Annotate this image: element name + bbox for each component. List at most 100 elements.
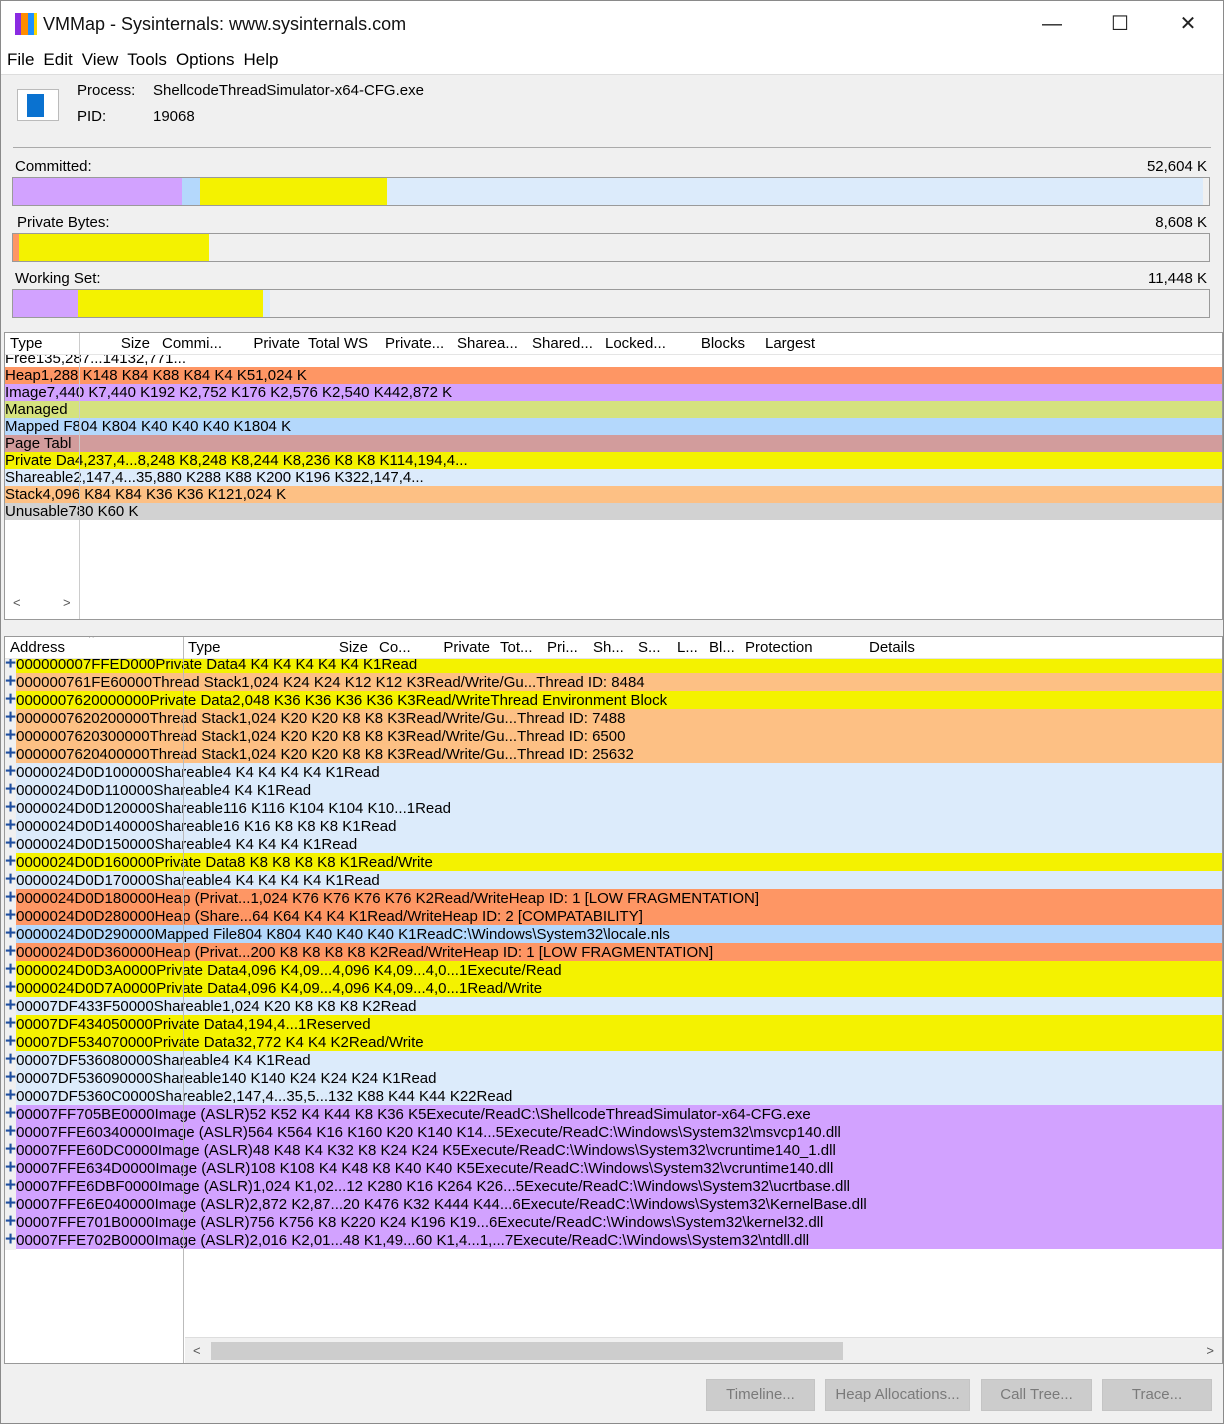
table-row[interactable]: +00007DF534070000Private Data32,772 K4 K…	[5, 637, 1222, 1363]
column-header[interactable]: L...	[677, 639, 698, 656]
expand-plus-icon[interactable]: +	[5, 797, 17, 818]
expand-plus-icon[interactable]: +	[5, 1121, 17, 1142]
table-row[interactable]: +00007DF536090000Shareable140 K140 K24 K…	[5, 637, 1222, 1363]
table-row[interactable]: +000000761FE60000Thread Stack1,024 K24 K…	[5, 637, 1222, 1363]
expand-plus-icon[interactable]: +	[5, 1067, 17, 1088]
expand-plus-icon[interactable]: +	[5, 869, 17, 890]
table-row[interactable]: +0000024D0D360000Heap (Privat...200 K8 K…	[5, 637, 1222, 1363]
scroll-left-icon[interactable]: <	[193, 1343, 201, 1358]
scrollbar-thumb[interactable]	[211, 1342, 843, 1360]
summary-row-stack[interactable]: Stack4,096 K84 K84 K36 K36 K121,024 K	[5, 333, 1222, 619]
expand-plus-icon[interactable]: +	[5, 1211, 17, 1232]
call-tree-button[interactable]: Call Tree...	[981, 1379, 1092, 1411]
trace-button[interactable]: Trace...	[1102, 1379, 1212, 1411]
expand-plus-icon[interactable]: +	[5, 833, 17, 854]
table-row[interactable]: +0000024D0D160000Private Data8 K8 K8 K8 …	[5, 637, 1222, 1363]
table-row[interactable]: +0000024D0D120000Shareable116 K116 K104 …	[5, 637, 1222, 1363]
expand-plus-icon[interactable]: +	[5, 1139, 17, 1160]
summary-row-unusable[interactable]: Unusable780 K60 K	[5, 333, 1222, 619]
expand-plus-icon[interactable]: +	[5, 995, 17, 1016]
expand-plus-icon[interactable]: +	[5, 1049, 17, 1070]
table-row[interactable]: +0000024D0D140000Shareable16 K16 K8 K8 K…	[5, 637, 1222, 1363]
scroll-left-icon[interactable]: <	[13, 595, 21, 610]
column-header[interactable]: Pri...	[547, 639, 578, 656]
maximize-button[interactable]: ☐	[1111, 13, 1129, 35]
table-row[interactable]: +00007DF5360C0000Shareable2,147,4...35,5…	[5, 637, 1222, 1363]
column-header[interactable]: Locked...	[605, 335, 666, 352]
column-header[interactable]: Type	[188, 639, 221, 656]
scroll-right-icon[interactable]: >	[1206, 1343, 1214, 1358]
table-row[interactable]: +0000024D0D170000Shareable4 K4 K4 K4 K4 …	[5, 637, 1222, 1363]
menu-options[interactable]: Options	[175, 50, 235, 69]
table-row[interactable]: +00007FFE702B0000Image (ASLR)2,016 K2,01…	[5, 637, 1222, 1363]
expand-plus-icon[interactable]: +	[5, 689, 17, 710]
summary-row-shareable[interactable]: Shareable2,147,4...35,880 K288 K88 K200 …	[5, 333, 1222, 619]
column-header[interactable]: Private...	[385, 335, 445, 352]
table-row[interactable]: +0000024D0D100000Shareable4 K4 K4 K4 K4 …	[5, 637, 1222, 1363]
expand-plus-icon[interactable]: +	[5, 941, 17, 962]
expand-plus-icon[interactable]: +	[5, 887, 17, 908]
expand-plus-icon[interactable]: +	[5, 1193, 17, 1214]
expand-plus-icon[interactable]: +	[5, 1157, 17, 1178]
expand-plus-icon[interactable]: +	[5, 905, 17, 926]
table-row[interactable]: +00007FFE60340000Image (ASLR)564 K564 K1…	[5, 637, 1222, 1363]
minimize-button[interactable]: —	[1042, 13, 1062, 35]
expand-plus-icon[interactable]: +	[5, 653, 17, 674]
expand-plus-icon[interactable]: +	[5, 1031, 17, 1052]
table-row[interactable]: +0000024D0D7A0000Private Data4,096 K4,09…	[5, 637, 1222, 1363]
expand-plus-icon[interactable]: +	[5, 761, 17, 782]
table-row[interactable]: +00007DF536080000Shareable4 K4 K1Read	[5, 637, 1222, 1363]
expand-plus-icon[interactable]: +	[5, 851, 17, 872]
expand-plus-icon[interactable]: +	[5, 959, 17, 980]
column-header[interactable]: Size	[338, 639, 368, 656]
scroll-right-icon[interactable]: >	[63, 595, 71, 610]
heap-allocations-button[interactable]: Heap Allocations...	[825, 1379, 970, 1411]
summary-row-mapped-f[interactable]: Mapped F804 K804 K40 K40 K40 K1804 K	[5, 333, 1222, 619]
table-row[interactable]: +00007FF705BE0000Image (ASLR)52 K52 K4 K…	[5, 637, 1222, 1363]
column-header[interactable]: Shared...	[532, 335, 593, 352]
column-header[interactable]: Private	[253, 335, 300, 352]
menu-tools[interactable]: Tools	[127, 50, 167, 69]
timeline-button[interactable]: Timeline...	[706, 1379, 815, 1411]
summary-row-heap[interactable]: Heap1,288 K148 K84 K88 K84 K4 K51,024 K	[5, 333, 1222, 619]
column-header[interactable]: Bl...	[709, 639, 735, 656]
expand-plus-icon[interactable]: +	[5, 1175, 17, 1196]
menu-file[interactable]: File	[7, 50, 35, 69]
column-header[interactable]: Tot...	[500, 639, 533, 656]
summary-row-image[interactable]: Image7,440 K7,440 K192 K2,752 K176 K2,57…	[5, 333, 1222, 619]
table-row[interactable]: +0000007620400000Thread Stack1,024 K20 K…	[5, 637, 1222, 1363]
column-header[interactable]: Sharea...	[457, 335, 518, 352]
summary-row-managed[interactable]: Managed	[5, 333, 1222, 619]
table-row[interactable]: +0000024D0D110000Shareable4 K4 K1Read	[5, 637, 1222, 1363]
table-row[interactable]: +00007DF433F50000Shareable1,024 K20 K8 K…	[5, 637, 1222, 1363]
column-header[interactable]: S...	[638, 639, 661, 656]
summary-row-private-da[interactable]: Private Da4,237,4...8,248 K8,248 K8,244 …	[5, 333, 1222, 619]
column-header[interactable]: Address	[10, 639, 66, 656]
table-row[interactable]: +0000007620300000Thread Stack1,024 K20 K…	[5, 637, 1222, 1363]
column-header[interactable]: Largest	[765, 335, 816, 352]
table-row[interactable]: +0000024D0D150000Shareable4 K4 K4 K4 K1R…	[5, 637, 1222, 1363]
details-hscroll[interactable]: < >	[185, 1337, 1222, 1363]
expand-plus-icon[interactable]: +	[5, 977, 17, 998]
table-row[interactable]: +0000007620200000Thread Stack1,024 K20 K…	[5, 637, 1222, 1363]
table-row[interactable]: +0000024D0D290000Mapped File804 K804 K40…	[5, 637, 1222, 1363]
table-row[interactable]: +0000007620000000Private Data2,048 K36 K…	[5, 637, 1222, 1363]
summary-row-page-tabl[interactable]: Page Tabl	[5, 333, 1222, 619]
close-button[interactable]: ✕	[1179, 13, 1197, 35]
table-row[interactable]: +0000024D0D3A0000Private Data4,096 K4,09…	[5, 637, 1222, 1363]
summary-table[interactable]: Type Size Commi... Private Total WS Private..…	[4, 332, 1223, 620]
expand-plus-icon[interactable]: +	[5, 671, 17, 692]
menu-edit[interactable]: Edit	[43, 50, 73, 69]
menu-view[interactable]: View	[81, 50, 119, 69]
expand-plus-icon[interactable]: +	[5, 779, 17, 800]
expand-plus-icon[interactable]: +	[5, 1085, 17, 1106]
expand-plus-icon[interactable]: +	[5, 1103, 17, 1124]
table-row[interactable]: +00007FFE6DBF0000Image (ASLR)1,024 K1,02…	[5, 637, 1222, 1363]
details-table[interactable]: Address Type Size Co... Private Tot... Pri... S…	[4, 636, 1223, 1364]
column-header[interactable]: Blocks	[700, 335, 745, 352]
table-row[interactable]: +00007FFE60DC0000Image (ASLR)48 K48 K4 K…	[5, 637, 1222, 1363]
table-row[interactable]: +0000024D0D280000Heap (Share...64 K64 K4…	[5, 637, 1222, 1363]
table-row[interactable]: +00007FFE701B0000Image (ASLR)756 K756 K8…	[5, 637, 1222, 1363]
expand-plus-icon[interactable]: +	[5, 923, 17, 944]
column-header[interactable]: Private	[443, 639, 490, 656]
